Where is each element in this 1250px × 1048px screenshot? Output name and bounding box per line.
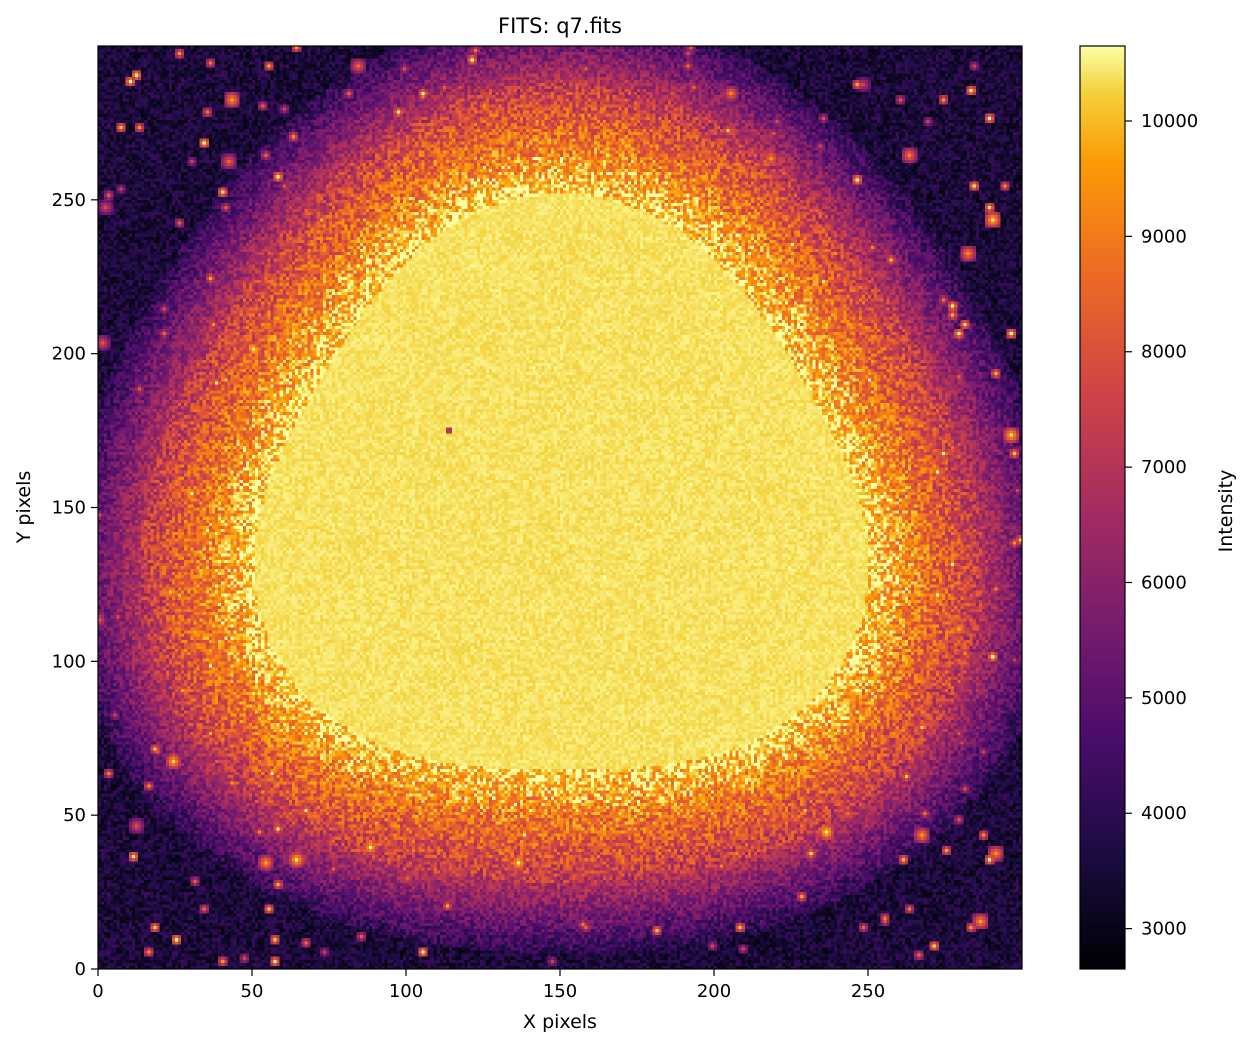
x-tick-label: 250 <box>851 981 885 1002</box>
colorbar-tick-label: 5000 <box>1141 688 1187 709</box>
colorbar-label: Intensity <box>1215 470 1237 553</box>
x-axis-ticks: 0 50 100 150 200 250 <box>92 969 885 1002</box>
colorbar-tick-label: 7000 <box>1141 457 1187 478</box>
y-tick-label: 100 <box>52 651 86 672</box>
x-tick-label: 150 <box>543 981 577 1002</box>
colorbar-tick-label: 9000 <box>1141 226 1187 247</box>
colorbar-tick-label: 3000 <box>1141 919 1187 940</box>
y-tick-label: 0 <box>75 959 86 980</box>
x-tick-label: 200 <box>697 981 731 1002</box>
y-tick-label: 200 <box>52 344 86 365</box>
x-axis-label: X pixels <box>523 1011 597 1033</box>
heatmap-image <box>98 46 1022 969</box>
colorbar-tick-label: 6000 <box>1141 572 1187 593</box>
colorbar-tick-label: 4000 <box>1141 803 1187 824</box>
y-tick-label: 150 <box>52 498 86 519</box>
x-tick-label: 100 <box>389 981 423 1002</box>
y-tick-label: 250 <box>52 190 86 211</box>
chart-title: FITS: q7.fits <box>498 14 622 38</box>
colorbar-gradient <box>1079 45 1126 970</box>
x-tick-label: 0 <box>92 981 103 1002</box>
y-axis-ticks: 0 50 100 150 200 250 <box>52 190 98 980</box>
colorbar-ticks: 3000 4000 5000 6000 7000 8000 9000 10000 <box>1125 111 1198 940</box>
y-axis-label: Y pixels <box>13 471 35 545</box>
plot-area <box>97 45 1023 970</box>
colorbar-tick-label: 10000 <box>1141 111 1198 132</box>
x-tick-label: 50 <box>241 981 264 1002</box>
y-tick-label: 50 <box>63 805 86 826</box>
colorbar: 3000 4000 5000 6000 7000 8000 9000 10000 Intens… <box>1079 45 1237 970</box>
colorbar-tick-label: 8000 <box>1141 342 1187 363</box>
